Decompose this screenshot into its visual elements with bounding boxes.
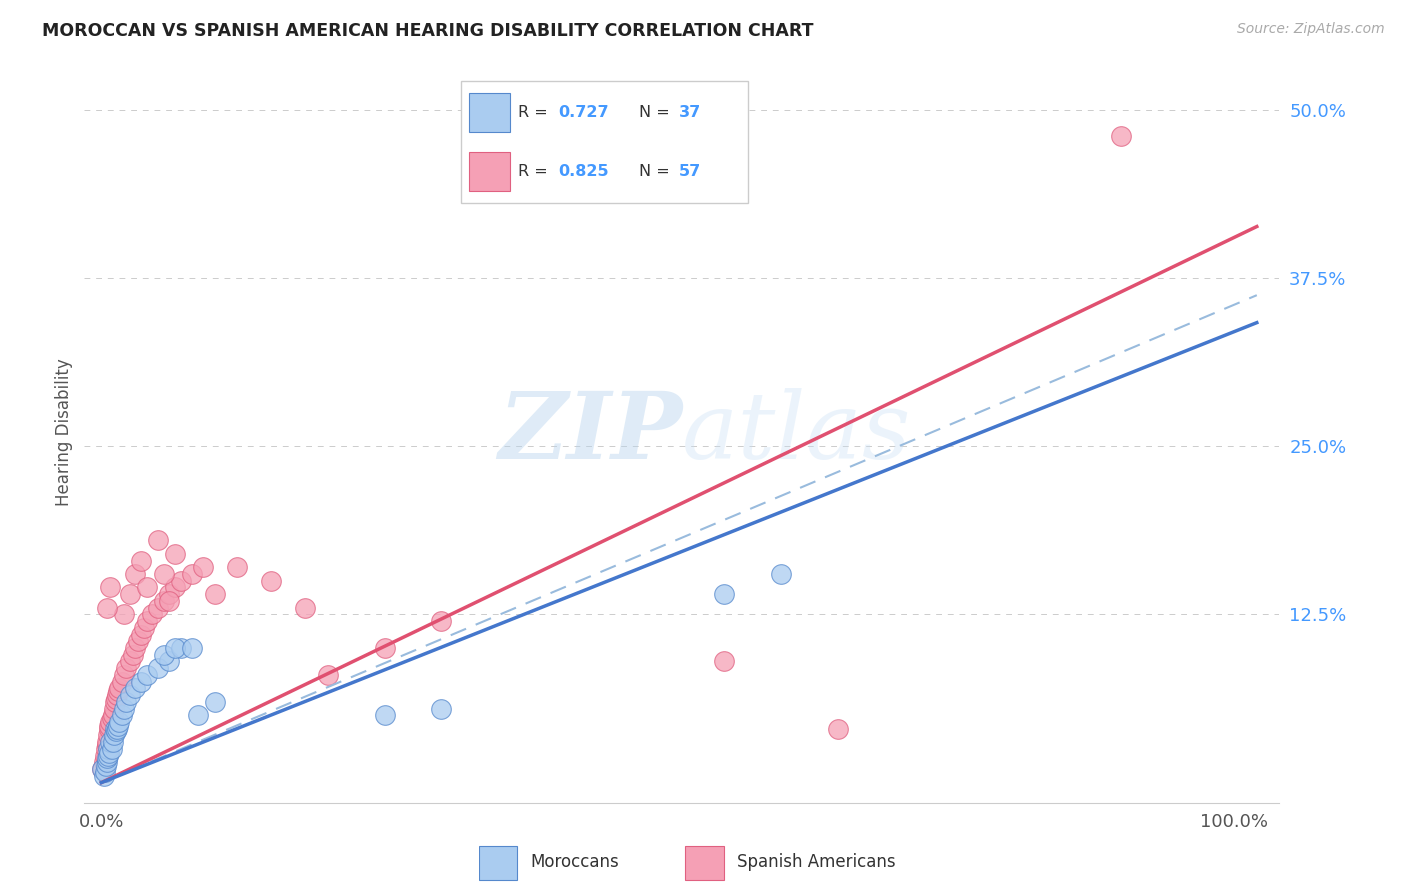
Point [107, 719, 129, 733]
Point [316, 668, 339, 682]
Point [1109, 129, 1132, 144]
Point [163, 581, 186, 595]
Point [135, 581, 157, 595]
Point [152, 566, 174, 581]
Point [100, 735, 122, 749]
Point [100, 711, 122, 725]
Point [122, 648, 145, 662]
Point [91, 762, 114, 776]
Point [97, 742, 120, 756]
Point [127, 634, 149, 648]
Point [115, 661, 138, 675]
Text: Source: ZipAtlas.com: Source: ZipAtlas.com [1237, 22, 1385, 37]
Point [96, 756, 118, 770]
Point [181, 640, 204, 655]
Point [103, 701, 125, 715]
Point [124, 566, 146, 581]
Point [101, 708, 124, 723]
Point [146, 533, 169, 548]
Point [104, 695, 127, 709]
Point [101, 735, 124, 749]
Point [100, 581, 122, 595]
Point [107, 684, 129, 698]
Point [374, 640, 396, 655]
Point [105, 722, 128, 736]
Point [97, 729, 120, 743]
Point [97, 748, 120, 763]
Point [146, 661, 169, 675]
Point [112, 668, 135, 682]
Point [96, 735, 118, 749]
Point [105, 692, 128, 706]
Point [157, 655, 180, 669]
Point [152, 648, 174, 662]
Point [98, 719, 121, 733]
Point [157, 587, 180, 601]
Point [118, 587, 141, 601]
Text: ZIP: ZIP [498, 388, 682, 477]
Point [374, 708, 396, 723]
Point [129, 674, 152, 689]
Point [105, 688, 128, 702]
Point [98, 722, 121, 736]
Point [94, 742, 117, 756]
Y-axis label: Hearing Disability: Hearing Disability [55, 359, 73, 507]
Point [135, 614, 157, 628]
Point [169, 640, 191, 655]
Point [141, 607, 163, 622]
Point [260, 574, 283, 588]
Point [112, 607, 135, 622]
Point [226, 560, 249, 574]
Point [124, 640, 146, 655]
Point [294, 600, 316, 615]
Point [187, 708, 209, 723]
Point [430, 614, 453, 628]
Point [134, 621, 156, 635]
Point [169, 574, 191, 588]
Point [124, 681, 146, 696]
Text: MOROCCAN VS SPANISH AMERICAN HEARING DISABILITY CORRELATION CHART: MOROCCAN VS SPANISH AMERICAN HEARING DIS… [42, 22, 814, 40]
Text: atlas: atlas [682, 388, 911, 477]
Point [713, 655, 735, 669]
Point [163, 640, 186, 655]
Point [111, 674, 134, 689]
Point [430, 701, 453, 715]
Point [135, 668, 157, 682]
Point [94, 764, 117, 779]
Point [146, 600, 169, 615]
Point [98, 746, 121, 760]
Point [94, 748, 117, 763]
Point [181, 566, 204, 581]
Point [111, 708, 134, 723]
Point [204, 695, 226, 709]
Point [129, 553, 152, 567]
Point [91, 762, 114, 776]
Point [100, 742, 122, 756]
Point [163, 547, 186, 561]
Point [118, 655, 141, 669]
Point [96, 600, 118, 615]
Point [108, 714, 131, 729]
Point [115, 695, 138, 709]
Point [204, 587, 226, 601]
Point [100, 714, 122, 729]
Point [105, 724, 128, 739]
Point [713, 587, 735, 601]
Point [129, 627, 152, 641]
Point [103, 729, 125, 743]
Point [96, 738, 118, 752]
Point [93, 769, 115, 783]
Point [118, 688, 141, 702]
Point [193, 560, 215, 574]
Point [93, 756, 115, 770]
Point [827, 722, 849, 736]
Point [157, 594, 180, 608]
Point [152, 594, 174, 608]
Point [94, 759, 117, 773]
Point [112, 701, 135, 715]
Point [769, 566, 792, 581]
Point [104, 722, 127, 736]
Point [108, 681, 131, 696]
Point [96, 751, 118, 765]
